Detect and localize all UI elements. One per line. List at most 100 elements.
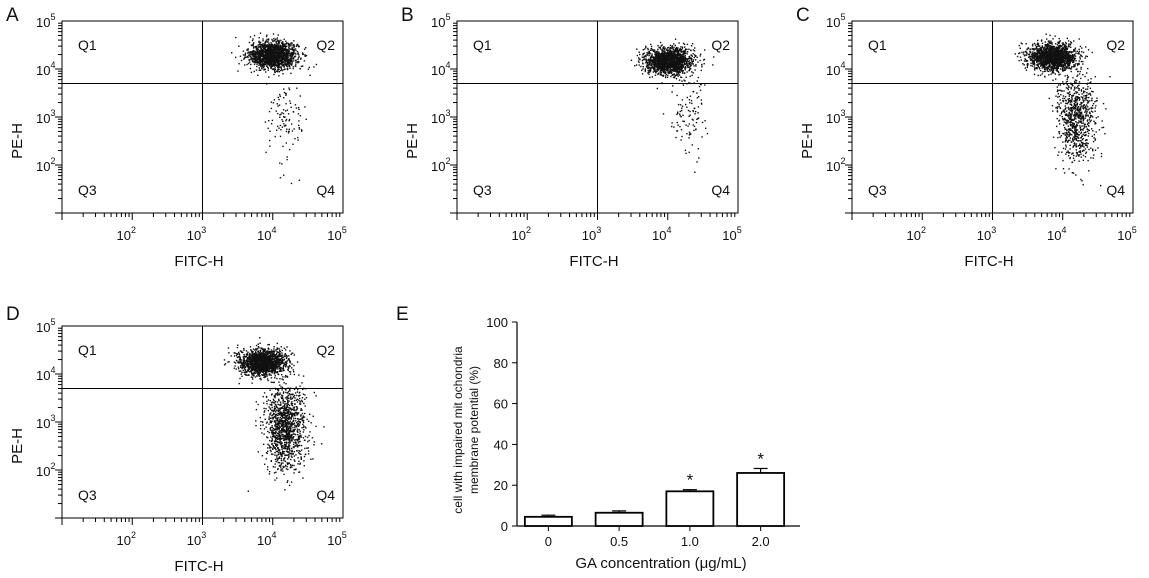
scatter-point — [674, 76, 676, 78]
scatter-point — [286, 158, 288, 161]
scatter-point — [1032, 48, 1034, 50]
scatter-point — [703, 59, 705, 61]
scatter-point — [1032, 62, 1034, 64]
scatter-point — [276, 39, 278, 41]
scatter-point — [673, 56, 675, 58]
scatter-point — [272, 46, 275, 49]
scatter-point — [276, 103, 278, 105]
scatter-point — [659, 59, 661, 61]
scatter-point — [644, 70, 646, 73]
scatter-point — [1059, 47, 1061, 50]
scatter-point — [665, 60, 668, 62]
scatter-point — [282, 45, 284, 47]
scatter-point — [674, 70, 677, 73]
scatter-point — [244, 53, 246, 56]
scatter-point — [641, 56, 643, 58]
scatter-point — [1045, 62, 1048, 64]
scatter-point — [1049, 68, 1051, 71]
scatter-point — [263, 66, 265, 68]
scatter-point — [650, 48, 652, 50]
scatter-point — [273, 40, 276, 42]
scatter-point — [1071, 60, 1073, 62]
scatter-point — [246, 49, 248, 51]
scatter-point — [1035, 67, 1037, 69]
scatter-point — [1045, 63, 1047, 65]
scatter-point — [281, 55, 284, 58]
scatter-point — [684, 69, 686, 71]
scatter-point — [277, 45, 280, 47]
scatter-point — [250, 71, 253, 74]
scatter-point — [1073, 60, 1075, 63]
scatter-point — [1057, 70, 1059, 73]
scatter-point — [276, 53, 278, 55]
scatter-point — [681, 46, 684, 48]
scatter-point — [268, 44, 270, 46]
scatter-point — [298, 56, 300, 58]
scatter-point — [1063, 68, 1065, 71]
scatter-point — [664, 60, 666, 63]
scatter-point — [263, 68, 265, 70]
scatter-point — [264, 44, 267, 46]
scatter-point — [670, 52, 672, 54]
scatter-point — [680, 116, 682, 118]
scatter-point — [283, 123, 285, 125]
scatter-point — [647, 53, 649, 55]
scatter-point — [1035, 58, 1038, 61]
scatter-point — [1082, 51, 1085, 54]
scatter-point — [1023, 60, 1026, 62]
scatter-point — [292, 51, 295, 53]
scatter-point — [285, 54, 288, 56]
scatter-point — [292, 111, 295, 113]
scatter-point — [1052, 46, 1054, 49]
scatter-point — [1038, 45, 1040, 47]
scatter-point — [652, 71, 654, 73]
scatter-point — [272, 40, 274, 42]
scatter-point — [279, 116, 281, 118]
scatter-point — [269, 47, 271, 49]
scatter-point — [665, 73, 668, 76]
scatter-point — [1022, 63, 1024, 65]
scatter-point — [657, 45, 659, 47]
scatter-point — [695, 63, 697, 66]
scatter-point — [281, 62, 284, 64]
scatter-point — [288, 128, 290, 130]
scatter-point — [1065, 67, 1068, 69]
scatter-point — [697, 118, 699, 120]
scatter-point — [682, 57, 684, 60]
scatter-point — [1047, 70, 1049, 73]
scatter-point — [646, 51, 648, 54]
scatter-point — [286, 61, 288, 63]
scatter-point — [1031, 55, 1033, 58]
scatter-point — [1050, 50, 1052, 53]
scatter-point — [660, 66, 662, 69]
scatter-point — [669, 59, 671, 61]
scatter-point — [693, 125, 696, 128]
scatter-point — [1069, 60, 1072, 62]
scatter-point — [664, 50, 666, 52]
scatter-point — [1040, 54, 1042, 56]
scatter-point — [655, 70, 657, 73]
scatter-point — [1016, 55, 1019, 58]
scatter-point — [1066, 67, 1069, 69]
scatter-point — [272, 53, 274, 56]
scatter-point — [286, 156, 288, 158]
scatter-point — [279, 135, 282, 138]
scatter-point — [261, 51, 263, 53]
scatter-point — [270, 123, 273, 125]
scatter-point — [1032, 43, 1034, 45]
scatter-point — [650, 59, 652, 61]
scatter-point — [269, 55, 271, 58]
scatter-point — [642, 49, 644, 51]
scatter-point — [280, 49, 283, 51]
scatter-point — [1056, 61, 1058, 64]
scatter-point — [259, 47, 262, 49]
scatter-point — [1047, 68, 1050, 70]
scatter-point — [1040, 62, 1042, 65]
scatter-point — [269, 59, 271, 61]
scatter-point — [267, 66, 269, 68]
scatter-point — [1058, 44, 1061, 47]
scatter-point — [659, 41, 662, 44]
scatter-point — [258, 56, 261, 58]
scatter-point — [264, 46, 267, 49]
scatter-point — [1078, 48, 1080, 50]
